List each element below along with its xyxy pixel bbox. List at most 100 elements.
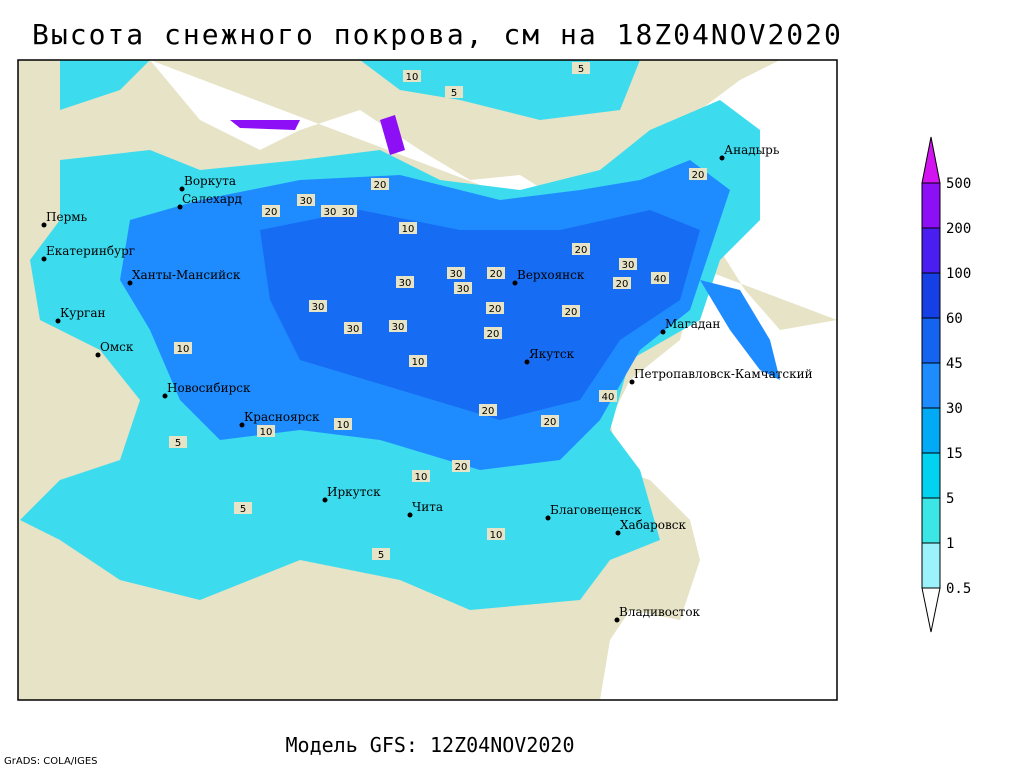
contour-label: 10 (412, 357, 425, 368)
snow-deep (260, 210, 700, 420)
contour-label-bg (572, 243, 590, 255)
colorbar-label: 200 (946, 221, 971, 237)
contour-label-bg (484, 327, 502, 339)
contour-label-bg (297, 194, 315, 206)
city-dot (615, 530, 621, 536)
contour-label-bg (454, 282, 472, 294)
city-dot (162, 393, 168, 399)
contour-label: 30 (450, 269, 463, 280)
city-dot (179, 186, 185, 192)
contour-label-bg (599, 390, 617, 402)
colorbar-band (921, 452, 941, 499)
city-label: Якутск (529, 347, 575, 361)
city-label: Иркутск (327, 485, 381, 499)
contour-label: 30 (399, 278, 412, 289)
colorbar-label: 5 (946, 491, 954, 507)
contour-label: 40 (602, 392, 615, 403)
contour-label-bg (321, 205, 339, 217)
city-label: Красноярск (244, 410, 320, 424)
contour-label-bg (651, 272, 669, 284)
contour-label: 20 (489, 304, 502, 315)
contour-label-bg (399, 222, 417, 234)
city-label: Курган (60, 306, 105, 320)
contour-label-bg (613, 277, 631, 289)
contour-label-bg (562, 305, 580, 317)
contour-label-bg (334, 418, 352, 430)
city-label: Чита (412, 500, 443, 514)
contour-label: 10 (402, 224, 415, 235)
city-label: Хабаровск (620, 518, 686, 532)
colorbar-band (921, 227, 941, 274)
contour-label: 10 (177, 344, 190, 355)
city-dot (629, 379, 635, 385)
contour-label: 30 (342, 207, 355, 218)
contour-label-bg (389, 320, 407, 332)
contour-label-bg (309, 300, 327, 312)
colorbar-label: 60 (946, 311, 963, 327)
contour-label: 40 (654, 274, 667, 285)
colorbar-band (921, 182, 941, 229)
contour-label: 10 (490, 530, 503, 541)
colorbar-band (921, 542, 941, 589)
contour-label: 30 (324, 207, 337, 218)
city-dot (55, 318, 61, 324)
colorbar-band (921, 407, 941, 454)
colorbar-top (921, 136, 941, 184)
city-dot (407, 512, 413, 518)
city-label: Благовещенск (550, 503, 642, 517)
contour-label: 20 (565, 307, 578, 318)
contour-label-bg (445, 86, 463, 98)
colorbar-label: 45 (946, 356, 963, 372)
city-label: Екатеринбург (46, 244, 135, 258)
contour-label: 30 (300, 196, 313, 207)
city-label: Салехард (182, 192, 242, 206)
contour-label-bg (339, 205, 357, 217)
city-dot (41, 222, 47, 228)
contour-label: 20 (455, 462, 468, 473)
contour-label-bg (371, 178, 389, 190)
colorbar-band (921, 362, 941, 409)
contour-label-bg (372, 548, 390, 560)
contour-label-bg (412, 470, 430, 482)
colorbar-label: 30 (946, 401, 963, 417)
contour-label-bg (447, 267, 465, 279)
contour-label: 20 (374, 180, 387, 191)
contour-label: 30 (312, 302, 325, 313)
contour-label: 5 (451, 88, 457, 99)
colorbar-label: 0.5 (946, 581, 971, 597)
snow-peak (230, 115, 405, 155)
city-label: Ханты-Мансийск (132, 268, 241, 282)
city-label: Петропавловск-Камчатский (634, 367, 813, 381)
contour-label: 5 (578, 64, 584, 75)
contour-label: 20 (575, 245, 588, 256)
snow-north (60, 60, 640, 120)
city-label: Новосибирск (167, 381, 251, 395)
contour-label: 20 (544, 417, 557, 428)
contour-label-bg (452, 460, 470, 472)
city-label: Анадырь (724, 143, 780, 157)
colorbar-label: 100 (946, 266, 971, 282)
credit: GrADS: COLA/IGES (4, 756, 98, 767)
contour-label: 30 (347, 324, 360, 335)
contour-label: 20 (490, 269, 503, 280)
contour-label: 20 (482, 406, 495, 417)
contour-label: 20 (692, 170, 705, 181)
colorbar-label: 1 (946, 536, 954, 552)
city-label: Воркута (184, 174, 236, 188)
city-label: Пермь (46, 210, 88, 224)
city-label: Магадан (665, 317, 720, 331)
city-dot (239, 422, 245, 428)
contour-label: 5 (175, 438, 181, 449)
contour-label-bg (403, 70, 421, 82)
colorbar-band (921, 317, 941, 364)
contour-label: 10 (415, 472, 428, 483)
city-dot (545, 515, 551, 521)
contour-label: 30 (457, 284, 470, 295)
contour-label-bg (487, 528, 505, 540)
contour-label-bg (541, 415, 559, 427)
contour-label: 10 (337, 420, 350, 431)
city-label: Верхоянск (517, 268, 585, 282)
contour-label: 10 (260, 427, 273, 438)
